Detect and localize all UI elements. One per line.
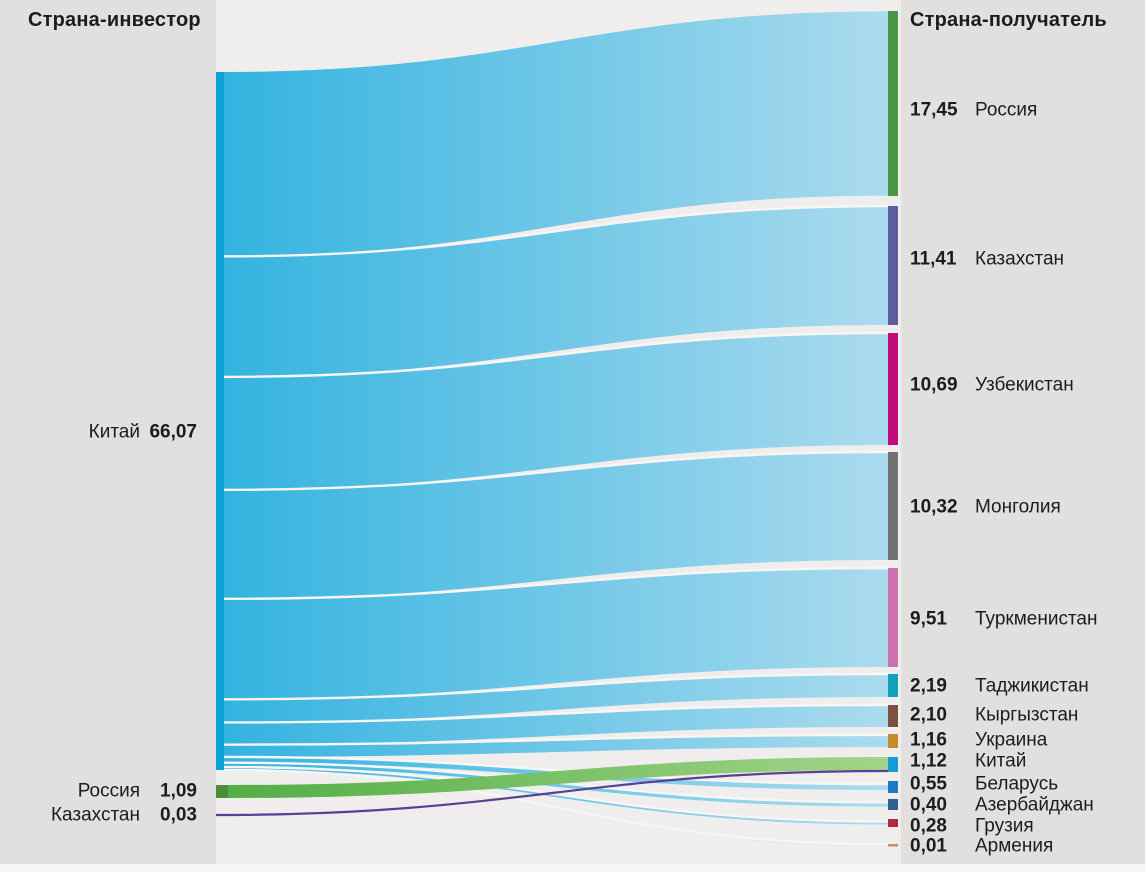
recipient-row-3-name: Узбекистан <box>975 374 1074 396</box>
flow-separator-7 <box>222 733 890 746</box>
investor-row-2: Россия 1,09 <box>0 780 197 803</box>
node-bar-recipient-5 <box>888 568 898 667</box>
recipient-row-12-value: 0,28 <box>910 815 947 837</box>
flow-china-to-6 <box>224 674 888 723</box>
node-bar-investor-china <box>216 72 224 770</box>
flow-russia-to-china <box>228 757 888 798</box>
node-bar-recipient-13 <box>888 844 898 847</box>
investor-row-1-name: Китай <box>88 421 140 443</box>
node-bar-recipient-7 <box>888 705 898 727</box>
recipient-row-1: 17,45 Россия <box>910 99 1037 122</box>
investor-panel <box>0 0 216 864</box>
flow-china-to-1 <box>224 11 888 257</box>
flow-separator-2 <box>222 331 890 379</box>
flow-china-to-2 <box>224 206 888 377</box>
recipient-row-6: 2,19 Таджикистан <box>910 675 1089 698</box>
recipient-row-3-value: 10,69 <box>910 374 958 396</box>
recipient-row-9: 1,12 Китай <box>910 750 1026 773</box>
flow-separator-11 <box>222 768 890 846</box>
recipient-panel <box>901 0 1145 864</box>
investor-row-2-value: 1,09 <box>160 780 197 802</box>
investor-row-3-name: Казахстан <box>50 804 140 826</box>
node-bar-recipient-2 <box>888 206 898 325</box>
flow-separator-5 <box>222 672 890 701</box>
recipient-row-2-name: Казахстан <box>975 248 1065 270</box>
recipient-row-6-value: 2,19 <box>910 675 947 697</box>
recipient-row-8: 1,16 Украина <box>910 729 1047 752</box>
node-bar-investor-russia <box>216 785 228 798</box>
flow-separator-6 <box>222 703 890 724</box>
recipient-row-8-name: Украина <box>975 729 1048 751</box>
recipient-row-13: 0,01 Армения <box>910 835 1053 858</box>
flow-china-to-7 <box>224 705 888 745</box>
node-bar-recipient-4 <box>888 452 898 560</box>
recipient-row-10-value: 0,55 <box>910 773 947 795</box>
flow-china-to-5 <box>224 568 888 700</box>
node-bar-recipient-10 <box>888 781 898 793</box>
recipient-row-12-name: Грузия <box>975 815 1034 837</box>
recipient-row-1-name: Россия <box>975 99 1038 121</box>
recipient-row-3: 10,69 Узбекистан <box>910 374 1074 397</box>
recipient-row-5-value: 9,51 <box>910 608 947 630</box>
recipient-row-4-value: 10,32 <box>910 496 958 518</box>
node-bar-recipient-3 <box>888 333 898 445</box>
node-bar-recipient-1 <box>888 11 898 196</box>
flow-china-to-8 <box>224 734 888 757</box>
flow-kazakhstan-to-china <box>215 769 889 817</box>
investor-column-header: Страна-инвестор <box>28 9 201 31</box>
recipient-column-header: Страна-получатель <box>910 9 1107 31</box>
recipient-row-8-value: 1,16 <box>910 729 947 751</box>
investor-row-2-name: Россия <box>77 780 140 802</box>
flow-china-to-4 <box>224 452 888 599</box>
recipient-row-2-value: 11,41 <box>910 248 957 270</box>
recipient-row-12: 0,28 Грузия <box>910 815 1034 838</box>
investor-row-3-value: 0,03 <box>160 804 197 826</box>
flow-china-to-11 <box>224 762 888 807</box>
node-bar-recipient-12 <box>888 819 898 827</box>
recipient-row-11-name: Азербайджан <box>975 794 1094 816</box>
recipient-row-6-name: Таджикистан <box>975 675 1089 697</box>
investor-row-1-value: 66,07 <box>149 421 197 443</box>
recipient-row-5: 9,51 Туркменистан <box>910 608 1098 631</box>
flow-separator-8 <box>222 755 890 786</box>
recipient-row-13-name: Армения <box>975 835 1054 857</box>
flow-separator-10 <box>222 765 890 823</box>
recipient-row-2: 11,41 Казахстан <box>910 248 1064 271</box>
recipient-row-10-name: Беларусь <box>975 773 1059 795</box>
recipient-row-9-name: Китай <box>975 750 1027 772</box>
flow-separator-4 <box>222 566 890 601</box>
node-bar-recipient-6 <box>888 674 898 697</box>
flow-separator-1 <box>222 204 890 258</box>
node-bar-recipient-9 <box>888 757 898 772</box>
investor-row-1: Китай 66,07 <box>0 421 197 444</box>
flow-china-to-12 <box>224 766 888 825</box>
recipient-row-11: 0,40 Азербайджан <box>910 794 1094 817</box>
node-bar-recipient-11 <box>888 799 898 810</box>
recipient-row-9-value: 1,12 <box>910 750 947 772</box>
recipient-row-4-name: Монголия <box>975 496 1061 518</box>
recipient-row-11-value: 0,40 <box>910 794 947 816</box>
recipient-row-5-name: Туркменистан <box>975 608 1098 630</box>
recipient-row-7-name: Кыргызстан <box>975 704 1079 726</box>
flow-separator-3 <box>222 450 890 492</box>
recipient-row-10: 0,55 Беларусь <box>910 773 1058 796</box>
node-bar-recipient-8 <box>888 734 898 748</box>
recipient-row-4: 10,32 Монголия <box>910 496 1061 519</box>
investor-row-3: Казахстан 0,03 <box>0 804 197 827</box>
recipient-row-1-value: 17,45 <box>910 99 958 121</box>
recipient-row-7: 2,10 Кыргызстан <box>910 704 1078 727</box>
recipient-row-13-value: 0,01 <box>910 835 947 857</box>
recipient-row-7-value: 2,10 <box>910 704 947 726</box>
